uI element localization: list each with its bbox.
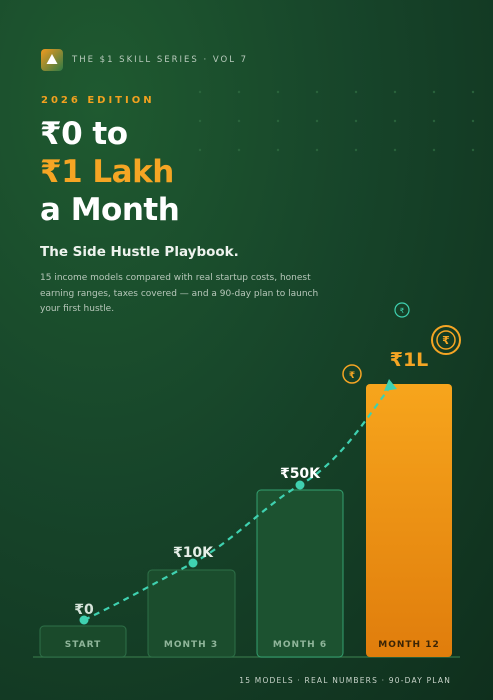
trend-line <box>83 389 389 621</box>
title-line: a Month <box>40 192 180 228</box>
coin: ₹ <box>342 364 362 384</box>
bar <box>366 384 452 657</box>
footer: 15 MODELS · REAL NUMBERS · 90-DAY PLAN <box>239 676 451 685</box>
coin: ₹ <box>394 302 410 318</box>
svg-text:₹: ₹ <box>349 371 355 381</box>
bar <box>39 625 127 658</box>
edition: 2026 EDITION <box>41 95 155 106</box>
value-label: ₹50K <box>280 466 321 482</box>
category-label: MONTH 6 <box>273 640 327 650</box>
dot-grid <box>195 70 485 170</box>
logo-mark <box>46 54 58 64</box>
arrow-head <box>384 379 397 391</box>
point <box>188 558 198 568</box>
bar <box>147 569 236 658</box>
category-label: START <box>65 640 102 650</box>
category-label: MONTH 3 <box>164 640 218 650</box>
point <box>295 480 305 490</box>
bar <box>256 489 344 658</box>
subtitle: The Side Hustle Playbook. <box>40 244 239 260</box>
category-label: MONTH 12 <box>378 640 439 650</box>
title-line: ₹1 Lakh <box>40 154 174 190</box>
value-label: ₹10K <box>173 545 214 561</box>
title-line: ₹0 to <box>40 116 128 152</box>
point <box>79 615 89 625</box>
svg-text:₹: ₹ <box>400 307 405 315</box>
series-label: THE $1 SKILL SERIES · VOL 7 <box>72 55 249 65</box>
value-label: ₹0 <box>74 602 94 618</box>
svg-text:₹: ₹ <box>442 334 450 347</box>
value-label: ₹1L <box>390 349 429 371</box>
description: 15 income models compared with real star… <box>40 273 319 314</box>
coin: ₹ <box>431 325 461 355</box>
